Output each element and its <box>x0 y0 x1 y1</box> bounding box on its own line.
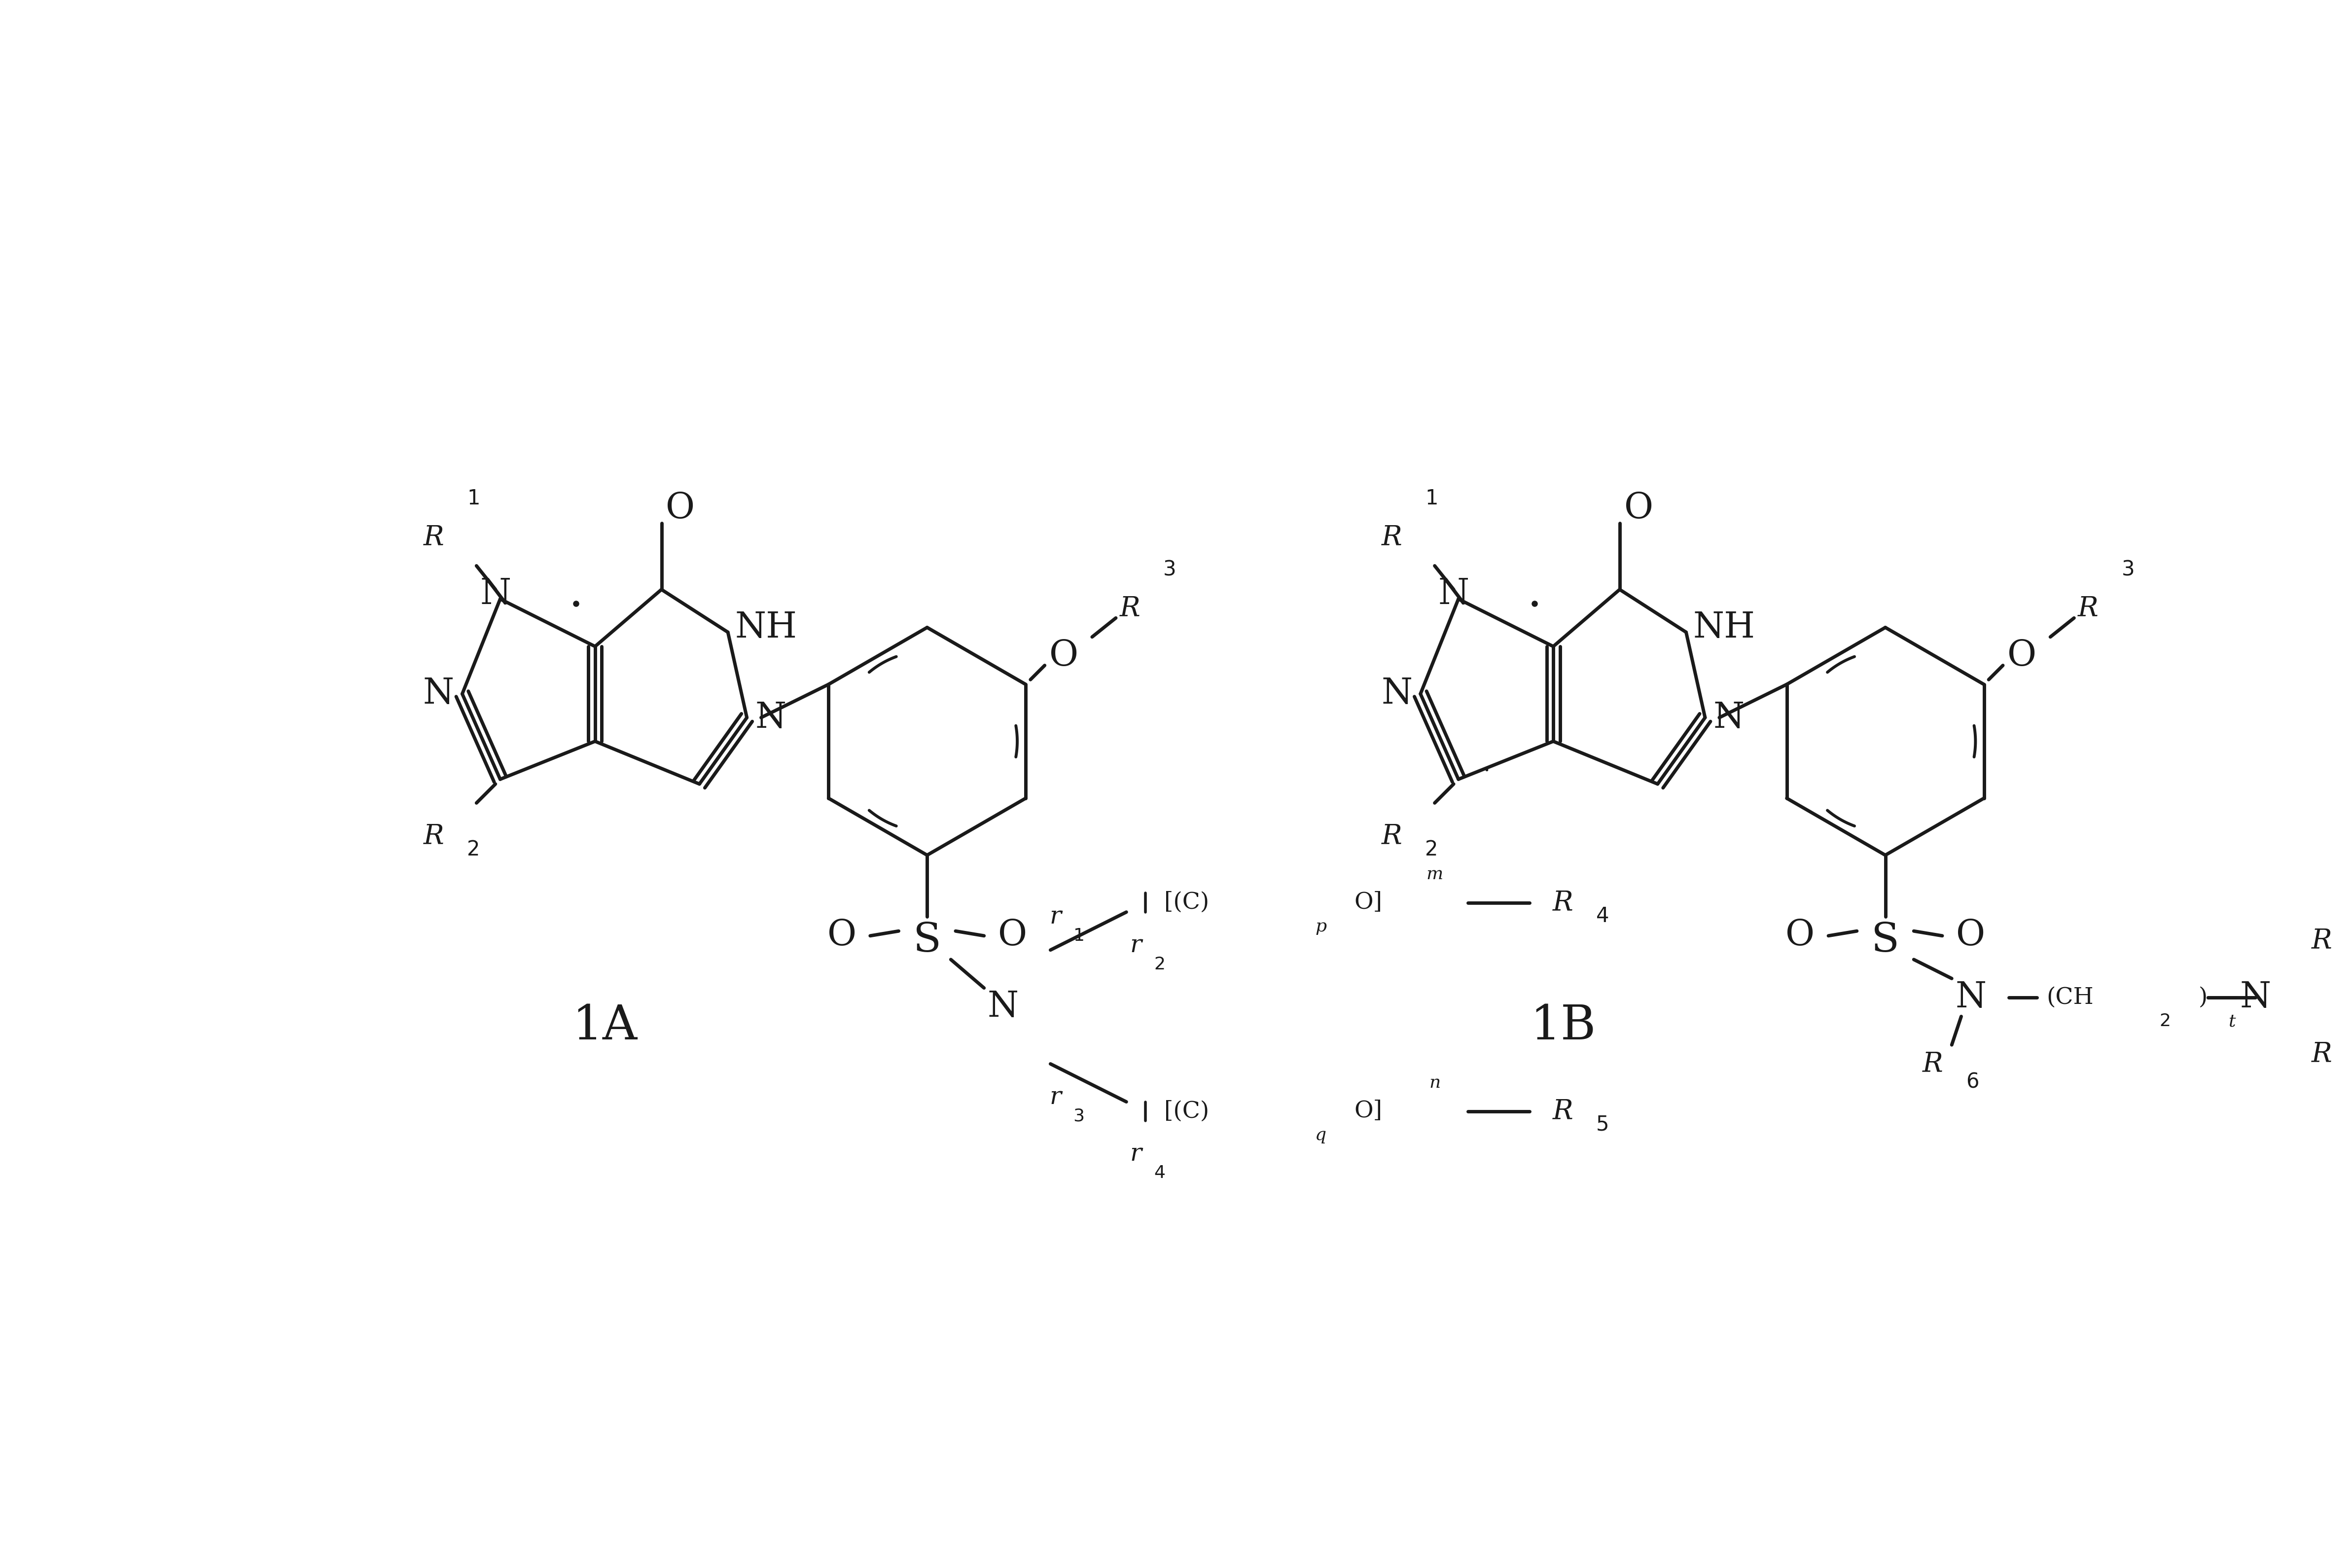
Text: m: m <box>1425 866 1444 883</box>
Text: O: O <box>1785 919 1813 953</box>
Text: r: r <box>1049 905 1061 928</box>
Text: 2: 2 <box>2159 1013 2171 1030</box>
Text: 2: 2 <box>468 839 480 859</box>
Text: p: p <box>1315 917 1327 935</box>
Text: R: R <box>1552 889 1573 916</box>
Text: N: N <box>1381 676 1411 712</box>
Text: R: R <box>423 524 445 550</box>
Text: R: R <box>1381 524 1402 550</box>
Text: R: R <box>1381 823 1402 850</box>
Text: N: N <box>1437 577 1470 612</box>
Text: N: N <box>423 676 454 712</box>
Text: O: O <box>1957 919 1985 953</box>
Text: r: r <box>1049 1085 1061 1109</box>
Text: 6: 6 <box>1966 1071 1978 1093</box>
Text: O: O <box>997 919 1028 953</box>
Text: 3: 3 <box>1073 1107 1084 1124</box>
Text: R: R <box>423 823 445 850</box>
Text: n: n <box>1430 1074 1439 1091</box>
Text: R: R <box>2077 594 2098 622</box>
Text: R: R <box>1922 1051 1943 1077</box>
Text: r: r <box>1129 933 1141 958</box>
Text: N: N <box>1955 980 1987 1014</box>
Text: ): ) <box>2199 986 2209 1008</box>
Text: 1: 1 <box>468 488 480 510</box>
Text: 2: 2 <box>1425 839 1437 859</box>
Text: NH: NH <box>734 610 797 644</box>
Text: O: O <box>1625 491 1653 527</box>
Text: N: N <box>988 989 1018 1024</box>
Text: 1B: 1B <box>1529 1004 1595 1049</box>
Text: 4: 4 <box>1597 906 1609 927</box>
Text: S: S <box>1872 920 1900 960</box>
Text: N: N <box>480 577 510 612</box>
Text: [(C): [(C) <box>1164 892 1209 914</box>
Text: R: R <box>2312 927 2333 953</box>
Text: N: N <box>755 701 786 735</box>
Text: R: R <box>2312 1041 2333 1068</box>
Text: R: R <box>1120 594 1141 622</box>
Text: O: O <box>666 491 696 527</box>
Text: O]: O] <box>1355 1101 1383 1123</box>
Text: N: N <box>1712 701 1745 735</box>
Text: NH: NH <box>1693 610 1755 644</box>
Text: (CH: (CH <box>2046 986 2093 1008</box>
Text: [(C): [(C) <box>1164 1101 1209 1123</box>
Text: 4: 4 <box>1155 1165 1164 1181</box>
Text: O]: O] <box>1355 892 1383 914</box>
Text: 3: 3 <box>1164 560 1176 580</box>
Text: N: N <box>2239 980 2272 1014</box>
Text: 3: 3 <box>2122 560 2136 580</box>
Text: r: r <box>1129 1142 1141 1167</box>
Text: 1: 1 <box>1425 488 1439 510</box>
Text: O: O <box>828 919 856 953</box>
Text: q: q <box>1315 1127 1327 1143</box>
Text: S: S <box>913 920 941 960</box>
Text: 1A: 1A <box>572 1004 637 1049</box>
Text: 2: 2 <box>1155 956 1164 972</box>
Text: O: O <box>2006 638 2037 673</box>
Text: 1: 1 <box>1073 927 1084 944</box>
Text: O: O <box>1049 638 1077 673</box>
Text: R: R <box>1552 1098 1573 1124</box>
Text: 5: 5 <box>1597 1115 1609 1135</box>
Text: t: t <box>2227 1013 2234 1030</box>
